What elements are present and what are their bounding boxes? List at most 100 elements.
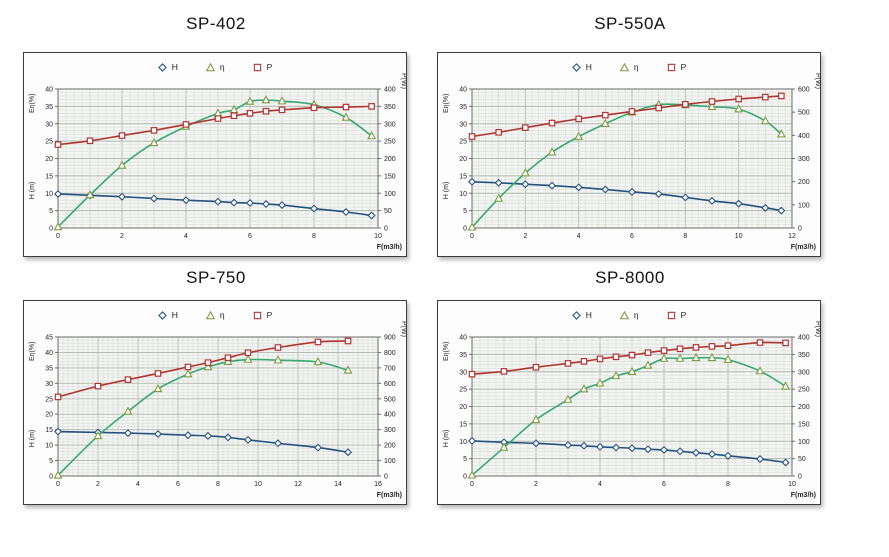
svg-text:40: 40 (459, 87, 467, 94)
svg-text:5: 5 (463, 208, 467, 215)
svg-text:20: 20 (45, 412, 53, 419)
triangle-marker-icon (205, 310, 215, 319)
legend-item-p: P (667, 62, 687, 72)
legend-label: η (633, 310, 639, 320)
svg-text:8: 8 (726, 481, 730, 488)
diamond-marker-icon (157, 310, 167, 320)
svg-text:F(m3/h): F(m3/h) (791, 244, 816, 251)
legend-label: P (266, 310, 273, 320)
svg-text:6: 6 (176, 481, 180, 488)
svg-text:500: 500 (798, 110, 810, 117)
svg-text:Eη(%): Eη(%) (443, 94, 450, 113)
series-eta-curve (467, 352, 791, 479)
axis-tick-labels: 0 2 4 6 8 10 12 14 16051015202530354045010020030… (45, 335, 396, 489)
svg-text:250: 250 (798, 387, 810, 394)
triangle-marker-icon (205, 62, 215, 71)
svg-text:900: 900 (384, 335, 396, 342)
svg-text:5: 5 (49, 458, 53, 465)
svg-text:300: 300 (798, 156, 810, 163)
svg-text:30: 30 (45, 381, 53, 388)
series-p-curve (54, 103, 375, 148)
legend-item-eta: η (619, 62, 639, 72)
svg-text:400: 400 (798, 335, 810, 342)
svg-text:20: 20 (459, 404, 467, 411)
legend-label: H (585, 62, 592, 72)
svg-text:0: 0 (470, 233, 474, 240)
legend-label: η (633, 62, 639, 72)
svg-text:F(m3/h): F(m3/h) (791, 492, 816, 499)
chart-block-sp8000: SP-8000 H η P 0 2 4 6 8 10 0 5 10 15 20 25 30 35 40 0 50… (437, 262, 823, 505)
svg-text:10: 10 (459, 439, 467, 446)
svg-text:200: 200 (798, 179, 810, 186)
svg-text:350: 350 (384, 104, 396, 111)
svg-text:100: 100 (384, 191, 396, 198)
svg-text:40: 40 (45, 87, 53, 94)
svg-text:8: 8 (312, 233, 316, 240)
series-h-curve (468, 177, 786, 215)
svg-text:50: 50 (798, 456, 806, 463)
svg-text:30: 30 (459, 369, 467, 376)
svg-text:8: 8 (683, 233, 687, 240)
svg-text:Eη(%): Eη(%) (29, 342, 36, 361)
svg-text:400: 400 (384, 412, 396, 419)
svg-text:14: 14 (334, 481, 342, 488)
legend-label: η (219, 62, 225, 72)
svg-text:150: 150 (384, 173, 396, 180)
legend: H η P (24, 59, 406, 75)
svg-text:200: 200 (384, 156, 396, 163)
svg-text:300: 300 (384, 427, 396, 434)
legend-item-h: H (157, 310, 178, 320)
legend-label: P (680, 62, 687, 72)
svg-text:15: 15 (459, 421, 467, 428)
svg-text:H (m): H (m) (443, 430, 450, 448)
legend-label: η (219, 310, 225, 320)
svg-text:4: 4 (184, 233, 188, 240)
svg-text:150: 150 (798, 421, 810, 428)
svg-text:500: 500 (384, 396, 396, 403)
axis-tick-labels: 0 2 4 6 8 10051015202530354005010015020025030… (45, 87, 396, 241)
svg-text:0: 0 (798, 474, 802, 481)
svg-text:0: 0 (463, 474, 467, 481)
legend: H η P (438, 307, 820, 323)
axis-titles: Eη(%) H (m) P(W) F(m3/h) (29, 73, 406, 251)
legend: H η P (24, 307, 406, 323)
svg-text:Eη(%): Eη(%) (443, 342, 450, 361)
svg-text:200: 200 (798, 404, 810, 411)
plot-area: 0 2 4 6 8 10051015202530354005010015020025030… (29, 73, 406, 251)
plot-area: 0 2 4 6 8 10051015202530354005010015020025030… (443, 321, 820, 499)
svg-text:15: 15 (459, 173, 467, 180)
axis-tick-labels: 0 2 4 6 8 10051015202530354005010015020025030… (459, 335, 810, 489)
legend-item-h: H (157, 62, 178, 72)
svg-text:2: 2 (120, 233, 124, 240)
legend-item-eta: η (619, 310, 639, 320)
svg-text:200: 200 (384, 443, 396, 450)
triangle-marker-icon (619, 62, 629, 71)
series-p-curve (468, 92, 785, 140)
svg-text:6: 6 (662, 481, 666, 488)
legend-label: P (266, 62, 273, 72)
svg-text:400: 400 (384, 87, 396, 94)
svg-text:250: 250 (384, 139, 396, 146)
svg-text:10: 10 (254, 481, 262, 488)
chart-title: SP-550A (594, 14, 666, 33)
svg-text:0: 0 (49, 226, 53, 233)
square-marker-icon (253, 63, 261, 71)
chart-block-sp402: SP-402 H η P 0 2 4 6 8 10 0 5 10 15 20 25 30 35 40 0 50 1… (23, 4, 409, 257)
svg-text:40: 40 (45, 350, 53, 357)
axis-titles: Eη(%) H (m) P(W) F(m3/h) (443, 73, 820, 251)
svg-text:25: 25 (45, 139, 53, 146)
svg-text:20: 20 (45, 156, 53, 163)
svg-text:50: 50 (384, 208, 392, 215)
svg-text:2: 2 (523, 233, 527, 240)
svg-text:4: 4 (598, 481, 602, 488)
svg-text:0: 0 (384, 226, 388, 233)
svg-text:Eη(%): Eη(%) (29, 94, 36, 113)
chart-title: SP-402 (186, 14, 246, 33)
svg-text:8: 8 (216, 481, 220, 488)
svg-text:35: 35 (45, 365, 53, 372)
square-marker-icon (667, 63, 675, 71)
svg-text:P(W): P(W) (400, 73, 406, 89)
chart-block-sp750: SP-750 H η P 0 2 4 6 8 10 12 14 16 0 5 10 15 20 25 30 35… (23, 262, 409, 505)
svg-text:30: 30 (459, 121, 467, 128)
svg-text:10: 10 (374, 233, 382, 240)
